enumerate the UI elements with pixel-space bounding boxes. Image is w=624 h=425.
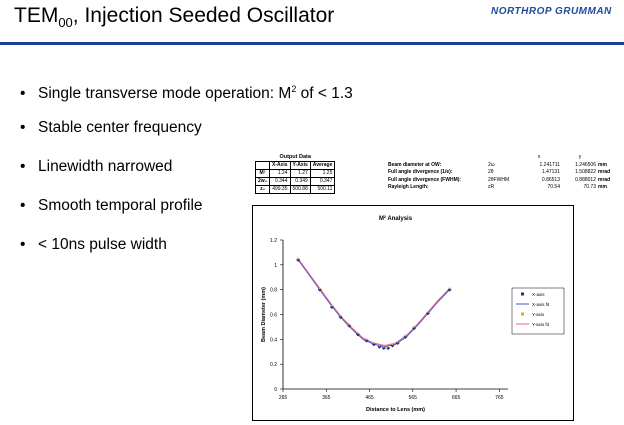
- y-axis-point: [357, 332, 359, 334]
- y-axis-label: Beam Diameter (mm): [261, 287, 267, 342]
- title-rule: [0, 42, 624, 45]
- table-row: z₀ 499.35 500.88 500.11: [255, 185, 336, 194]
- y-axis-point: [404, 334, 407, 337]
- y-axis-point: [387, 345, 389, 348]
- x-axis-point: [425, 311, 430, 316]
- y-axis-point: [413, 326, 415, 328]
- y-axis-point: [448, 287, 451, 290]
- bullet-list: • Single transverse mode operation: M2 of…: [20, 80, 353, 275]
- chart-title: M² Analysis: [379, 215, 413, 222]
- bullet-item: • Single transverse mode operation: M2 of…: [20, 84, 353, 103]
- bullet-dot-icon: •: [20, 85, 26, 103]
- y-axis-point: [348, 323, 351, 326]
- y-axis-point: [331, 305, 333, 307]
- title-subscript: 00: [58, 15, 73, 31]
- y-axis-point: [339, 314, 342, 317]
- x-axis-point: [403, 334, 408, 339]
- bullet-dot-icon: •: [20, 119, 26, 136]
- x-axis-point: [412, 326, 417, 331]
- bullet-item: • < 10ns pulse width: [20, 236, 167, 253]
- title-rest: , Injection Seeded Oscillator: [72, 4, 335, 27]
- x-axis-label: Distance to Lens (mm): [366, 407, 425, 413]
- x-axis-point: [371, 342, 376, 347]
- y-axis-fit-series-line: [297, 258, 450, 347]
- x-tick-label: 665: [452, 395, 461, 401]
- y-axis-point: [383, 345, 385, 348]
- table-row: 2w₀ 0.344 0.349 0.347: [255, 177, 336, 186]
- x-axis-point: [317, 287, 322, 292]
- x-axis-point: [381, 346, 386, 351]
- y-tick-label: 0.4: [270, 337, 277, 343]
- y-axis-point: [297, 257, 299, 260]
- x-tick-label: 765: [495, 395, 504, 401]
- x-axis-point: [347, 323, 352, 328]
- bullet-item: • Stable center frequency: [20, 119, 202, 136]
- output-data-table: Output Data X-Axis Y-Axis Average M² 1.2…: [255, 154, 336, 194]
- x-axis-point: [338, 314, 343, 319]
- y-axis-point: [427, 311, 429, 313]
- title-main: TEM: [14, 4, 59, 27]
- y-tick-label: 0.8: [270, 288, 277, 294]
- legend-entry: X-axis fit: [532, 302, 550, 307]
- northrop-grumman-logo: NORTHROP GRUMMAN: [491, 6, 612, 17]
- output-table-caption: Output Data: [279, 154, 311, 160]
- y-tick-label: 1.2: [270, 238, 277, 244]
- x-axis-point: [395, 341, 400, 346]
- y-tick-label: 0: [274, 387, 277, 393]
- y-axis-point: [391, 343, 394, 346]
- table-row: M² 1.24 1.27 1.25: [255, 169, 336, 178]
- y-tick-label: 0.2: [270, 362, 277, 368]
- m2-analysis-chart: M² Analysis 0 0.2 0.4 0.6 0.8 1 1.2 265 365 465 565…: [252, 205, 574, 421]
- x-tick-label: 265: [279, 395, 288, 401]
- bullet-item: • Smooth temporal profile: [20, 197, 203, 214]
- x-axis-point: [377, 344, 382, 349]
- legend-entry: Y-axis: [532, 312, 545, 317]
- x-tick-label: 365: [322, 395, 331, 401]
- x-tick-label: 565: [409, 395, 418, 401]
- y-tick-label: 0.6: [270, 313, 277, 319]
- bullet-dot-icon: •: [20, 158, 26, 175]
- bullet-dot-icon: •: [20, 197, 26, 214]
- y-axis-point: [365, 338, 368, 341]
- bullet-dot-icon: •: [20, 236, 26, 253]
- slide-title: TEM00, Injection Seeded Oscillator: [14, 4, 334, 30]
- y-axis-point: [378, 344, 381, 347]
- bullet-item: • Linewidth narrowed: [20, 158, 173, 175]
- x-axis-fit-series-line: [297, 259, 450, 348]
- x-axis-point: [364, 338, 369, 343]
- y-axis-point: [318, 287, 321, 290]
- y-axis-point: [373, 342, 375, 344]
- legend-marker: [521, 312, 524, 316]
- x-axis-point: [390, 343, 395, 348]
- legend-marker: [521, 292, 524, 296]
- y-tick-label: 1: [274, 263, 277, 269]
- legend-entry: Y-axis fit: [532, 322, 550, 327]
- x-axis-point: [355, 332, 360, 337]
- x-axis-point: [447, 287, 452, 292]
- x-axis-point: [296, 257, 301, 262]
- x-axis-point: [329, 305, 334, 310]
- x-axis-point: [386, 346, 391, 351]
- y-axis-point: [396, 341, 399, 343]
- x-tick-label: 465: [365, 395, 374, 401]
- chart-legend: [511, 287, 565, 335]
- m2-analysis-chart-svg: M² Analysis 0 0.2 0.4 0.6 0.8 1 1.2 265 365 465 565…: [261, 215, 565, 413]
- legend-entry: X-axis: [532, 292, 545, 297]
